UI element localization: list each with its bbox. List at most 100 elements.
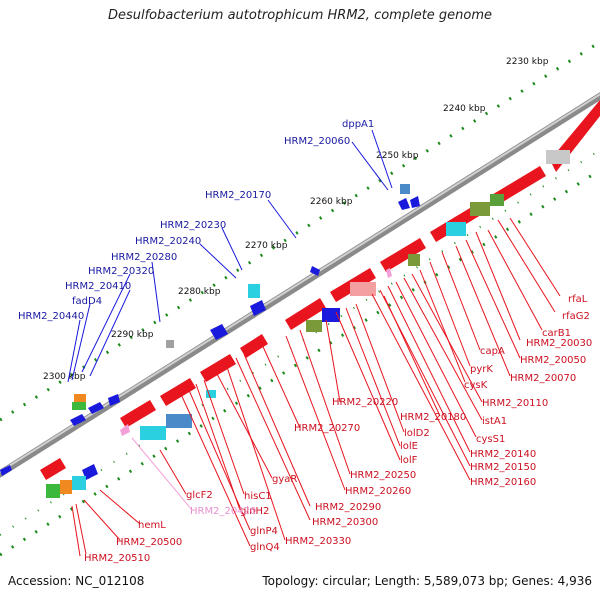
gene-arrow-forward (210, 324, 228, 340)
feature-block (46, 484, 60, 498)
gene-arrow-reverse (380, 238, 426, 272)
leader-line (465, 239, 521, 359)
gene-label: HRM2_20060 (284, 136, 350, 147)
leader-line (67, 319, 81, 383)
gene-label: fadD4 (72, 296, 102, 307)
leader-line (355, 303, 405, 433)
gene-label: HRM2_20330 (285, 536, 351, 547)
feature-block (74, 394, 86, 402)
leader-line (259, 339, 301, 429)
leader-line (71, 303, 91, 381)
gene-label: HRM2_20250 (350, 470, 416, 481)
leader-line (267, 199, 297, 239)
gene-label: HRM2_20510 (84, 553, 150, 564)
feature-block (490, 194, 504, 206)
feature-block (470, 202, 490, 216)
gene-label: hemL (138, 520, 166, 531)
leader-line (387, 285, 471, 453)
leader-line (419, 269, 466, 383)
gene-label: HRM2_20140 (470, 449, 536, 460)
feature-block (166, 414, 192, 428)
feature-block (72, 476, 86, 490)
gene-label: gyaR (272, 474, 297, 485)
gene-label: rfaG2 (562, 311, 590, 322)
genome-summary-text: Topology: circular; Length: 5,589,073 bp… (262, 574, 592, 588)
leader-line (441, 251, 481, 351)
gene-arrow-reverse (285, 298, 326, 330)
gene-label: HRM2_20290 (315, 502, 381, 513)
feature-block (140, 426, 166, 440)
feature-block (400, 184, 410, 194)
gene-label: HRM2_20150 (470, 462, 536, 473)
feature-block (206, 390, 216, 398)
kbp-tick-label: 2240 kbp (443, 104, 486, 114)
gene-label: HRM2_20320 (88, 266, 154, 277)
leader-line (351, 141, 389, 191)
gene-label: glcF2 (186, 490, 213, 501)
leader-line (203, 379, 245, 495)
leader-line (235, 357, 311, 521)
map-title: Desulfobacterium autotrophicum HRM2, com… (107, 8, 493, 23)
leader-line (509, 217, 561, 297)
gene-label: cysS1 (476, 434, 505, 445)
leader-line (335, 311, 401, 461)
gene-arrow-forward (0, 465, 12, 476)
gene-arrow-forward (410, 196, 420, 208)
feature-block (446, 222, 466, 236)
gene-arrow-reverse (160, 378, 196, 406)
gene-arrow-forward (70, 414, 86, 426)
feature-block (248, 284, 260, 298)
gene-label: HRM2_20230 (160, 220, 226, 231)
feature-block (408, 254, 420, 266)
gene-label: dppA1 (342, 119, 374, 130)
leader-line (75, 503, 87, 555)
leader-line (199, 243, 237, 279)
gene-label: glnQ4 (250, 542, 280, 553)
gene-label: HRM2_20440 (18, 311, 84, 322)
leader-line (225, 363, 286, 541)
genome-axis (0, 92, 600, 478)
gene-arrow-reverse (240, 334, 268, 358)
gene-arrow-forward (250, 300, 266, 316)
gene-label: HRM2_20070 (510, 373, 576, 384)
rna-gene (120, 424, 130, 436)
gene-label: lolF (400, 455, 418, 466)
rna-gene (386, 268, 392, 278)
feature-block (350, 282, 376, 296)
feature-block (60, 480, 72, 494)
gene-label: HRM2_20270 (294, 423, 360, 434)
leader-line (179, 391, 251, 547)
leader-line (83, 499, 121, 541)
gene-label: HRM2_20170 (205, 190, 271, 201)
kbp-tick-label: 2250 kbp (376, 151, 419, 161)
leader-line (151, 261, 161, 323)
gene-label: HRM2_20110 (482, 398, 548, 409)
leader-line (497, 219, 556, 313)
kbp-scale-line (0, 40, 600, 422)
gene-label: glnP4 (250, 526, 278, 537)
rna-leader-line (131, 437, 193, 511)
leader-line (487, 229, 543, 331)
feature-block (546, 150, 570, 164)
kbp-tick-label: 2270 kbp (245, 241, 288, 251)
gene-label: HRM2_20500 (116, 537, 182, 548)
gene-label: hisC1 (244, 491, 272, 502)
feature-block (306, 320, 322, 332)
leader-line (475, 231, 521, 341)
bottom-gene-labels: rfaL rfaG2 carB1 HRM2_20030 HRM2_20050 H… (84, 294, 592, 564)
kbp-tick-label: 2290 kbp (111, 330, 154, 340)
kbp-tick-label: 2230 kbp (506, 57, 549, 67)
leader-line (325, 319, 341, 403)
leader-line (429, 261, 471, 367)
gene-label: HRM2_20160 (470, 477, 536, 488)
gene-label: HRM2_20030 (526, 338, 592, 349)
gene-label: HRM2_20280 (111, 252, 177, 263)
gene-label: lolD2 (404, 428, 430, 439)
top-leader-lines (67, 129, 393, 383)
leader-line (411, 273, 483, 403)
gene-label: glnH2 (240, 506, 269, 517)
gene-label: HRM2_20300 (312, 517, 378, 528)
colored-feature-blocks (46, 150, 570, 498)
leader-line (403, 277, 483, 421)
